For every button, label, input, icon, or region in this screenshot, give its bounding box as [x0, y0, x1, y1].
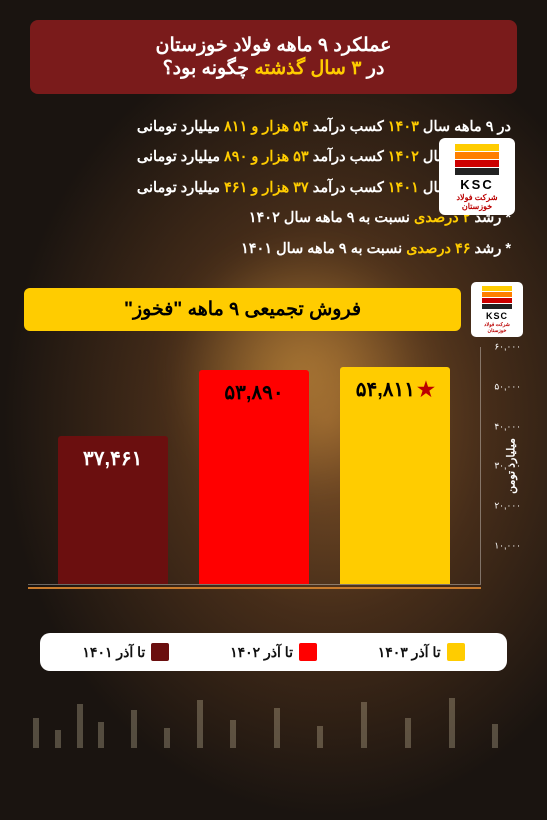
logo-abbrev: KSC — [474, 311, 520, 321]
plot-area: ۳۷,۴۶۱ ۵۳,۸۹۰ ★۵۴,۸۱۱ — [28, 347, 481, 585]
logo-bar — [482, 292, 512, 297]
logo-bar — [455, 168, 499, 175]
y-axis: میلیارد تومن ۱۰,۰۰۰۲۰,۰۰۰۳۰,۰۰۰۴۰,۰۰۰۵۰,… — [483, 347, 533, 585]
small-company-logo: KSC شرکت فولاد خوزستان — [471, 282, 523, 337]
legend-label: تا آذر ۱۴۰۳ — [378, 644, 441, 661]
header-post: چگونه بود؟ — [163, 58, 255, 79]
x-axis-line — [28, 587, 481, 589]
y-tick: ۵۰,۰۰۰ — [494, 381, 521, 392]
y-tick: ۴۰,۰۰۰ — [494, 421, 521, 432]
logo-bar — [455, 152, 499, 159]
decorative-candlesticks — [0, 688, 547, 748]
header-line-1: عملکرد ۹ ماهه فولاد خوزستان — [48, 34, 499, 57]
bar-value-label: ۳۷,۴۶۱ — [58, 446, 168, 471]
y-tick: ۱۰,۰۰۰ — [494, 540, 521, 551]
logo-bar — [455, 160, 499, 167]
logo-fullname: شرکت فولاد خوزستان — [443, 193, 511, 211]
legend-swatch — [447, 643, 465, 661]
legend-label: تا آذر ۱۴۰۲ — [230, 644, 293, 661]
chart-title-row: KSC شرکت فولاد خوزستان فروش تجمیعی ۹ ماه… — [24, 282, 523, 337]
logo-bar — [455, 144, 499, 151]
y-tick: ۲۰,۰۰۰ — [494, 500, 521, 511]
y-tick: ۳۰,۰۰۰ — [494, 461, 521, 472]
logo-bar — [482, 298, 512, 303]
logo-bar — [482, 304, 512, 309]
legend-item: تا آذر ۱۴۰۱ — [82, 643, 169, 661]
company-logo: KSC شرکت فولاد خوزستان — [439, 138, 515, 215]
logo-fullname: شرکت فولاد خوزستان — [474, 322, 520, 334]
legend-label: تا آذر ۱۴۰۱ — [82, 644, 145, 661]
logo-bars-icon — [482, 286, 512, 309]
logo-bar — [482, 286, 512, 291]
bar-value-label: ۵۳,۸۹۰ — [199, 380, 309, 405]
chart-title: فروش تجمیعی ۹ ماهه "فخوز" — [24, 288, 461, 331]
bar: ۵۳,۸۹۰ — [199, 370, 309, 584]
bar-value-label: ★۵۴,۸۱۱ — [340, 377, 450, 402]
info-line: * رشد ۴۶ درصدی نسبت به ۹ ماهه سال ۱۴۰۱ — [120, 234, 511, 264]
bar: ★۵۴,۸۱۱ — [340, 367, 450, 584]
logo-bars-icon — [455, 144, 499, 175]
header-pre: در — [361, 58, 384, 79]
legend-swatch — [299, 643, 317, 661]
legend-swatch — [151, 643, 169, 661]
legend-item: تا آذر ۱۴۰۳ — [378, 643, 465, 661]
legend: تا آذر ۱۴۰۳ تا آذر ۱۴۰۲ تا آذر ۱۴۰۱ — [40, 633, 507, 671]
legend-item: تا آذر ۱۴۰۲ — [230, 643, 317, 661]
bar-chart: میلیارد تومن ۱۰,۰۰۰۲۰,۰۰۰۳۰,۰۰۰۴۰,۰۰۰۵۰,… — [18, 347, 533, 607]
header-highlight: ۳ سال گذشته — [254, 58, 361, 79]
header-banner: عملکرد ۹ ماهه فولاد خوزستان در ۳ سال گذش… — [30, 20, 517, 94]
header-line-2: در ۳ سال گذشته چگونه بود؟ — [48, 57, 499, 80]
bars-container: ۳۷,۴۶۱ ۵۳,۸۹۰ ★۵۴,۸۱۱ — [28, 347, 480, 584]
bar: ۳۷,۴۶۱ — [58, 436, 168, 585]
logo-abbrev: KSC — [443, 177, 511, 192]
y-tick: ۶۰,۰۰۰ — [494, 342, 521, 353]
